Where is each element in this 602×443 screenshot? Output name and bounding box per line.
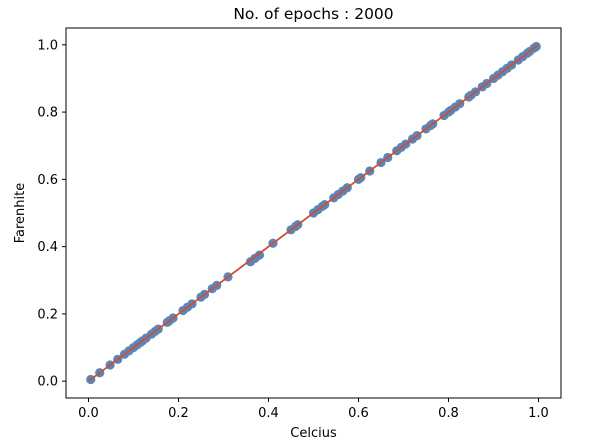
x-tick-label: 1.0: [528, 406, 549, 421]
y-axis-label: Farenhite: [13, 183, 28, 244]
fit-line-layer: [87, 44, 540, 382]
y-tick-label: 0.6: [37, 173, 58, 188]
fit-line: [87, 44, 540, 382]
chart-title: No. of epochs : 2000: [233, 5, 393, 23]
y-axis-ticks: 0.0 0.2 0.4 0.6 0.8 1.0: [37, 38, 66, 390]
y-tick-label: 0.0: [37, 375, 58, 390]
x-tick-label: 0.6: [348, 406, 369, 421]
x-axis-ticks: 0.0 0.2 0.4 0.6 0.8 1.0: [78, 398, 549, 421]
x-tick-label: 0.0: [78, 406, 99, 421]
x-tick-label: 0.8: [438, 406, 459, 421]
x-axis-label: Celcius: [290, 426, 337, 441]
y-tick-label: 0.2: [37, 307, 58, 322]
x-tick-label: 0.4: [258, 406, 279, 421]
y-tick-label: 0.4: [37, 240, 58, 255]
x-tick-label: 0.2: [168, 406, 189, 421]
y-tick-label: 1.0: [37, 38, 58, 53]
y-tick-label: 0.8: [37, 106, 58, 121]
axes-frame: [65, 27, 562, 399]
